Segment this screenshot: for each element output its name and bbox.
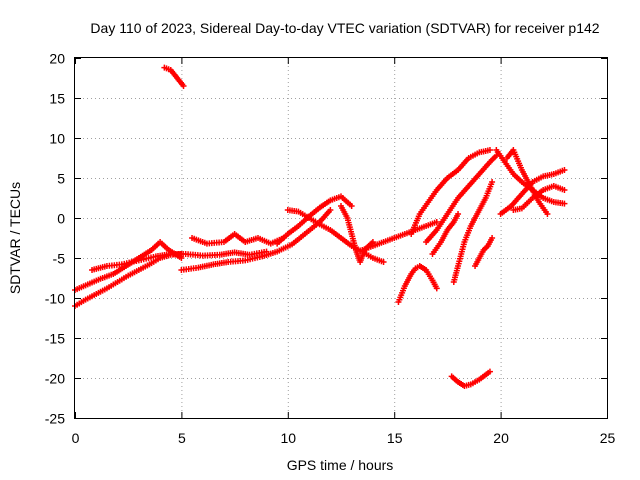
y-tick-label: 5 [57,171,65,187]
y-tick-label: 10 [49,131,65,147]
data-point [380,259,387,265]
series-arc1 [72,251,185,309]
data-point [455,211,462,217]
x-tick-label: 0 [72,430,80,446]
series-arc21 [510,183,568,213]
x-tick-label: 10 [281,430,297,446]
y-tick-label: 20 [49,51,65,67]
x-tick-label: 5 [178,430,186,446]
y-tick-label: 15 [49,91,65,107]
data-point [561,200,568,207]
y-tick-label: -15 [45,331,65,347]
data-point [180,83,187,89]
series-arc5 [189,231,287,247]
axis-ticks: 0 5 10 15 20 25 -25 -20 -15 -10 -5 0 5 10 15 20 [45,51,616,447]
series-arc3 [89,248,270,273]
x-axis-label: GPS time / hours [287,457,394,473]
y-tick-label: -10 [45,291,65,307]
series-arc14 [429,211,462,257]
series-arc10 [359,219,440,253]
data-point [489,179,496,185]
y-tick-label: -25 [45,411,65,427]
data-point [433,219,440,225]
data-marks [72,64,568,389]
x-tick-label: 25 [600,430,616,446]
data-point [327,207,334,213]
series-arc16 [472,235,496,269]
series-arc2 [72,239,185,293]
data-point [544,211,551,217]
series-arc15 [450,179,496,285]
data-point [486,368,493,375]
series-arc11 [395,263,440,305]
data-point [561,187,568,193]
series-arc20 [503,147,551,217]
series-arc17 [448,368,493,389]
data-point [561,167,568,173]
data-point [348,203,355,209]
data-point [486,147,493,153]
x-tick-label: 15 [387,430,403,446]
series-arc19 [497,167,568,217]
series-arc13 [423,152,500,245]
x-tick-label: 20 [493,430,509,446]
y-tick-label: -20 [45,371,65,387]
chart-title: Day 110 of 2023, Sidereal Day-to-day VTE… [90,20,599,36]
data-point [489,235,496,241]
y-tick-label: 0 [57,211,65,227]
plot-frame [74,57,608,419]
y-axis-label: SDTVAR / TECUs [7,182,23,294]
series-arc6 [178,207,334,273]
data-point [433,285,440,292]
y-tick-label: -5 [53,251,66,267]
series-arc4 [161,64,187,89]
series-arc12 [408,147,493,237]
